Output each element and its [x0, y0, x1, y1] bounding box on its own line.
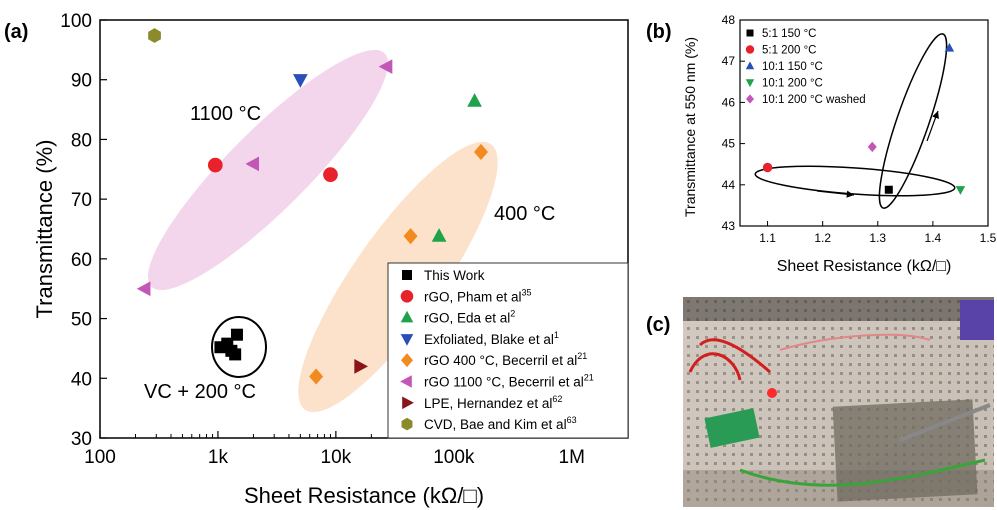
legend-label: 10:1 150 °C [762, 61, 823, 73]
x-axis-label-b: Sheet Resistance (kΩ/□) [777, 258, 952, 275]
panel-a-label: (a) [4, 21, 28, 43]
data-point [868, 142, 877, 152]
legend-label: Exfoliated, Blake et al1 [424, 330, 559, 347]
data-point [323, 167, 338, 182]
y-axis-label-b: Transmittance at 550 nm (%) [682, 37, 698, 217]
led [767, 388, 777, 398]
y-tick-label: 44 [722, 178, 736, 192]
panel-b-label: (b) [646, 21, 672, 43]
data-point [467, 93, 482, 107]
x-tick-label: 1k [208, 447, 229, 468]
legend-label: rGO, Eda et al2 [424, 309, 515, 326]
y-tick-label: 43 [722, 219, 736, 233]
y-tick-label: 90 [71, 71, 92, 92]
x-tick-label: 1.1 [759, 231, 776, 245]
legend-marker [746, 61, 754, 69]
x-tick-label: 100k [433, 447, 475, 468]
legend-marker [747, 30, 754, 37]
legend-label: This Work [424, 268, 485, 283]
y-tick-label: 46 [722, 95, 736, 109]
x-tick-label: 1.5 [980, 231, 997, 245]
panel-c-photo: (c) [646, 297, 994, 507]
legend-marker [402, 270, 412, 280]
legend-marker [746, 45, 754, 53]
annotation-400c: 400 °C [494, 203, 555, 225]
annotation-vc200c: VC + 200 °C [144, 381, 256, 403]
legend-marker [746, 79, 754, 87]
legend-label: 10:1 200 °C washed [762, 94, 866, 106]
y-tick-label: 50 [71, 310, 92, 331]
panel-a-chart: (a) 100 1k 10k 100k 1M 30 40 50 60 70 80 90 100 110… [4, 11, 628, 508]
y-tick-label: 100 [60, 11, 92, 32]
panel-c-label: (c) [646, 314, 670, 336]
data-point [137, 281, 151, 296]
legend-marker [401, 290, 414, 303]
y-tick-label: 60 [71, 250, 92, 271]
graphene-film [833, 399, 978, 501]
data-point [229, 348, 241, 360]
legend-label: rGO 400 °C, Becerril et al21 [424, 351, 587, 368]
breadboard-photo [683, 297, 994, 507]
data-point [763, 163, 772, 172]
legend-label: rGO, Pham et al35 [424, 287, 532, 304]
x-tick-label: 1M [559, 447, 585, 468]
panel-b-chart: (b) 1.1 1.2 1.3 1.4 1.5 43 44 45 46 47 48 5:1 150… [646, 13, 997, 275]
legend-label: 5:1 200 °C [762, 45, 816, 57]
data-point [148, 28, 161, 43]
y-tick-label: 47 [722, 54, 736, 68]
data-point [221, 338, 233, 350]
y-tick-label: 45 [722, 137, 736, 151]
legend-b: 5:1 150 °C 5:1 200 °C 10:1 150 °C 10:1 200 … [746, 28, 866, 106]
y-tick-label: 48 [722, 13, 736, 27]
x-tick-label: 1.4 [925, 231, 942, 245]
x-tick-label: 1.2 [814, 231, 831, 245]
y-tick-label: 30 [71, 429, 92, 450]
y-tick-label: 70 [71, 190, 92, 211]
x-tick-label: 1.3 [869, 231, 886, 245]
legend-a: This Work rGO, Pham et al35 rGO, Eda et al… [388, 263, 628, 438]
legend-label: 5:1 150 °C [762, 28, 816, 40]
legend-label: rGO 1100 °C, Becerril et al21 [424, 373, 594, 390]
legend-label: CVD, Bae and Kim et al63 [424, 415, 577, 432]
y-tick-label: 40 [71, 369, 92, 390]
x-tick-label: 10k [321, 447, 352, 468]
legend-label: 10:1 200 °C [762, 78, 823, 90]
y-axis-label-a: Transmittance (%) [32, 140, 57, 319]
data-point [208, 158, 223, 173]
data-point [956, 186, 965, 195]
x-axis-label-a: Sheet Resistance (kΩ/□) [244, 483, 484, 508]
loop-vertical [868, 29, 958, 213]
x-tick-label: 100 [84, 447, 116, 468]
y-tick-label: 80 [71, 130, 92, 151]
legend-label: LPE, Hernandez et al62 [424, 394, 562, 411]
legend-marker [746, 94, 754, 103]
data-point [885, 186, 893, 194]
loop-horizontal [754, 161, 955, 201]
annotation-1100c: 1100 °C [190, 103, 261, 125]
